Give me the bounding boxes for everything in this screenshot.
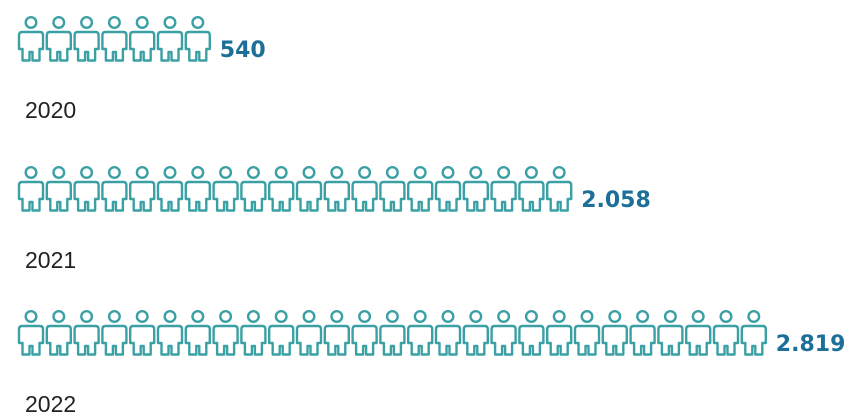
person-icon	[323, 165, 350, 212]
person-icon	[156, 165, 184, 212]
person-icon	[240, 310, 267, 356]
person-icon	[17, 310, 45, 356]
person-icon	[268, 165, 295, 212]
person-icon	[657, 310, 684, 356]
person-icon	[73, 310, 100, 356]
person-icon	[351, 310, 378, 356]
person-icon	[490, 165, 517, 212]
value-label: 540	[220, 38, 266, 63]
person-icon	[490, 310, 517, 356]
person-icon	[240, 165, 267, 212]
person-icon	[462, 310, 489, 356]
person-icon	[184, 165, 212, 212]
person-icon	[434, 310, 462, 356]
person-icon	[17, 165, 45, 212]
year-label: 2020	[25, 97, 76, 123]
person-icon	[546, 165, 573, 212]
value-label: 2.058	[581, 188, 651, 213]
person-icon	[518, 165, 545, 212]
person-icon	[184, 310, 212, 356]
person-icon	[45, 165, 73, 212]
person-icon	[45, 16, 73, 62]
person-icon	[379, 165, 406, 212]
person-icon	[351, 165, 378, 212]
person-icon	[407, 310, 434, 356]
person-icon	[601, 310, 628, 356]
pictogram-row-2020: 540 2020	[17, 16, 266, 123]
person-icon	[184, 16, 212, 62]
person-icon	[740, 310, 767, 356]
person-icon	[629, 310, 656, 356]
person-icon	[17, 16, 45, 62]
person-icon	[73, 165, 100, 212]
person-icon	[685, 310, 712, 356]
person-icon	[128, 16, 156, 62]
person-icon	[128, 165, 156, 212]
person-icon	[128, 310, 156, 356]
person-icon	[101, 165, 128, 212]
person-icon	[295, 310, 323, 356]
pictogram-row-2021: 2.058 2021	[17, 165, 651, 273]
person-icon	[212, 165, 239, 212]
person-icon	[462, 165, 489, 212]
value-label: 2.819	[776, 332, 846, 357]
person-icon	[101, 310, 128, 356]
year-label: 2021	[25, 247, 76, 273]
person-icon	[156, 310, 184, 356]
person-icon	[268, 310, 295, 356]
pictogram-row-2022: 2.819 2022	[17, 310, 846, 413]
year-label: 2022	[25, 391, 76, 413]
person-icon	[546, 310, 573, 356]
person-icon	[295, 165, 323, 212]
person-icon	[518, 310, 545, 356]
person-icon	[434, 165, 462, 212]
person-icon	[101, 16, 128, 62]
person-icon	[407, 165, 434, 212]
person-icon	[45, 310, 73, 356]
person-icon	[212, 310, 239, 356]
person-icon	[379, 310, 406, 356]
pictogram-rows: 540 2020 2.058 2021 2.819 2022	[17, 16, 846, 413]
person-icon	[156, 16, 184, 62]
person-icon	[573, 310, 601, 356]
person-icon	[323, 310, 350, 356]
person-icon	[73, 16, 100, 62]
person-icon	[712, 310, 740, 356]
